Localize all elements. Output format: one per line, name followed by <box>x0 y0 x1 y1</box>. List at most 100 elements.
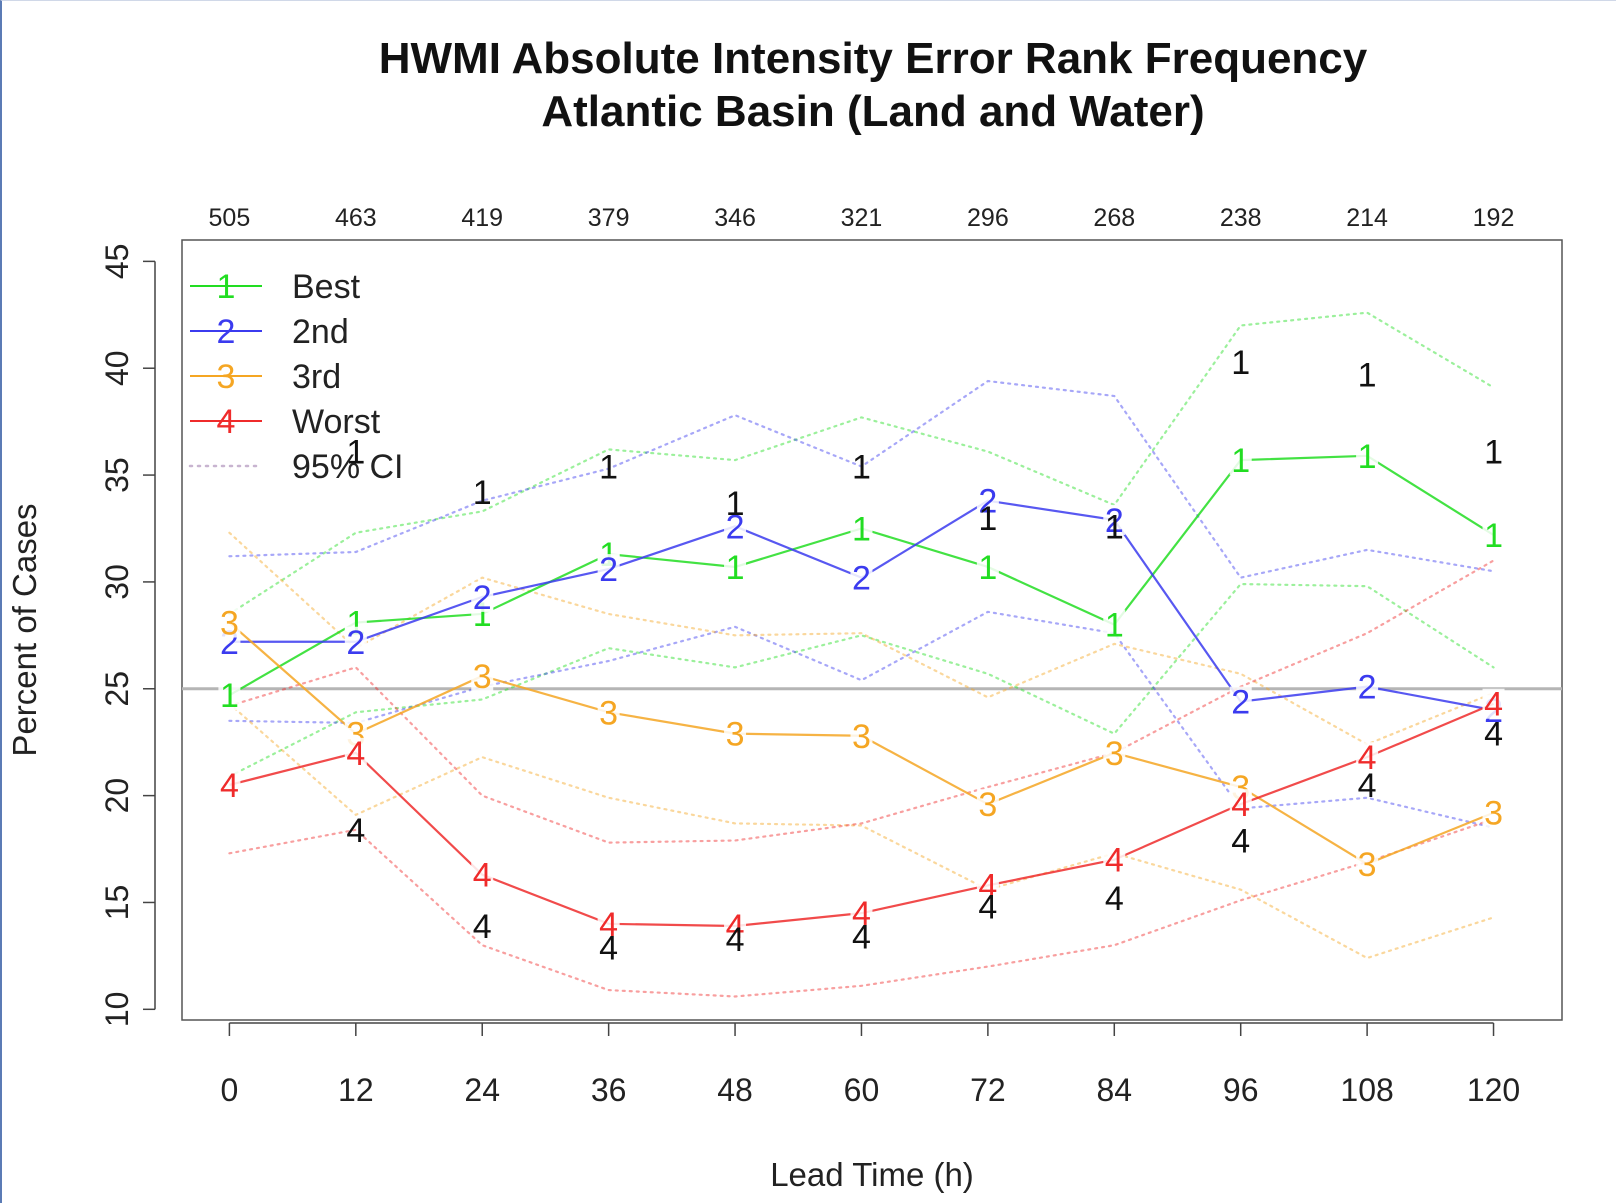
top-count-label: 268 <box>1093 204 1135 232</box>
series-worst-point: 4 <box>220 767 239 805</box>
top-count-label: 192 <box>1473 204 1515 232</box>
top-count-label: 214 <box>1346 204 1388 232</box>
x-tick-label: 60 <box>844 1072 880 1108</box>
2nd-ci-upper-line <box>228 379 1495 579</box>
significance-marker: 1 <box>1484 434 1503 472</box>
x-tick-label: 120 <box>1467 1072 1520 1108</box>
legend-item-95-ci: 95% CI <box>188 448 404 486</box>
series-worst-marker-bg <box>1103 844 1126 875</box>
top-count-label: 238 <box>1220 204 1262 232</box>
significance-marker: 1 <box>346 434 365 472</box>
series-best-point: 1 <box>1358 438 1377 476</box>
series-best-point: 1 <box>978 549 997 587</box>
series-3rd-marker-bg <box>1482 797 1505 828</box>
series-3rd-point: 3 <box>978 786 997 824</box>
series-3rd-point: 3 <box>726 716 745 754</box>
series-worst-marker-bg <box>976 870 999 901</box>
top-count-label: 296 <box>967 204 1009 232</box>
series-best-marker-bg <box>724 551 747 582</box>
x-tick-label: 0 <box>221 1072 239 1108</box>
series-2nd-marker-bg <box>1229 686 1252 717</box>
series-worst-point: 4 <box>346 735 365 773</box>
legend-label: Worst <box>292 403 381 441</box>
series-worst-point: 4 <box>1231 786 1250 824</box>
significance-marker: 4 <box>346 812 365 850</box>
chart-title-line1: HWMI Absolute Intensity Error Rank Frequ… <box>379 34 1368 83</box>
top-count-label: 419 <box>461 204 503 232</box>
series-3rd-marker-bg <box>724 718 747 749</box>
series-best-marker-bg <box>218 680 241 711</box>
series-2nd-point: 2 <box>978 483 997 521</box>
series-worst-marker-bg <box>1356 742 1379 773</box>
series-worst-marker-bg <box>1482 688 1505 719</box>
series-worst-marker-bg <box>471 859 494 890</box>
series-3rd-point: 3 <box>1105 735 1124 773</box>
series-worst-point: 4 <box>852 895 871 933</box>
significance-marker: 4 <box>852 919 871 957</box>
x-tick-label: 84 <box>1096 1072 1132 1108</box>
series-3rd-marker-bg <box>471 660 494 691</box>
series-2nd-marker-bg <box>344 626 367 657</box>
series-2nd-point: 2 <box>1358 669 1377 707</box>
series-best-marker-bg <box>1229 445 1252 476</box>
significance-marker: 4 <box>1484 716 1503 754</box>
significance-marker: 4 <box>1358 767 1377 805</box>
series-2nd-marker-bg <box>850 562 873 593</box>
y-tick-label: 30 <box>99 564 135 600</box>
series-best-point: 1 <box>1105 607 1124 645</box>
series-worst-marker-bg <box>850 898 873 929</box>
series-3rd-point: 3 <box>852 718 871 756</box>
top-count-axis: 505 463 419 379 346 321 296 268 238 214 192 <box>209 204 1515 232</box>
series-best-marker-bg <box>1103 609 1126 640</box>
series-2nd-point: 2 <box>1105 502 1124 540</box>
series-worst-marker-bg <box>218 769 241 800</box>
series-2nd-marker-bg <box>471 581 494 612</box>
y-tick-label: 15 <box>99 885 135 921</box>
y-tick-label: 40 <box>99 350 135 386</box>
top-count-label: 346 <box>714 204 756 232</box>
y-tick-label: 35 <box>99 457 135 493</box>
series-best-marker-bg <box>850 513 873 544</box>
series-3rd-point: 3 <box>1484 795 1503 833</box>
series-worst-point: 4 <box>1484 686 1503 724</box>
legend-label: Best <box>292 268 361 306</box>
series-2nd-marker-bg <box>724 511 747 542</box>
x-tick-label: 12 <box>338 1072 374 1108</box>
worst-ci-lower-line <box>228 818 1495 998</box>
series-2nd-marker-bg <box>1356 671 1379 702</box>
significance-marker: 4 <box>599 929 618 967</box>
series-worst-marker-bg <box>1229 789 1252 820</box>
significance-marker: 1 <box>1231 344 1250 382</box>
3rd-ci-upper-line <box>228 531 1495 746</box>
significance-marker: 4 <box>726 921 745 959</box>
series-3rd-marker-bg <box>850 720 873 751</box>
significance-marker: 1 <box>726 485 745 523</box>
y-tick-label: 45 <box>99 244 135 280</box>
best-ci-upper-line <box>228 311 1495 616</box>
series-best-marker-bg <box>976 551 999 582</box>
series-3rd-marker-bg <box>597 697 620 728</box>
series-3rd-marker-bg <box>1103 737 1126 768</box>
confidence-interval-lines <box>228 311 1495 998</box>
significance-marker: 1 <box>978 500 997 538</box>
series-worst-point: 4 <box>978 867 997 905</box>
series-3rd-point: 3 <box>473 658 492 696</box>
series-2nd-point: 2 <box>726 508 745 546</box>
x-axis-label: Lead Time (h) <box>770 1156 974 1193</box>
significance-marker: 4 <box>473 908 492 946</box>
series-3rd-point: 3 <box>599 694 618 732</box>
legend-label: 95% CI <box>292 448 404 486</box>
legend-marker: 4 <box>217 403 236 441</box>
significance-marker: 1 <box>1105 508 1124 546</box>
series-worst-marker-bg <box>344 737 367 768</box>
series-3rd-point: 3 <box>220 605 239 643</box>
2nd-ci-lower-line <box>228 610 1495 829</box>
significance-marker: 4 <box>1105 880 1124 918</box>
series-3rd-marker-bg <box>218 607 241 638</box>
significance-marker: 1 <box>1358 357 1377 395</box>
significance-marker: 4 <box>1231 822 1250 860</box>
x-tick-label: 36 <box>591 1072 627 1108</box>
